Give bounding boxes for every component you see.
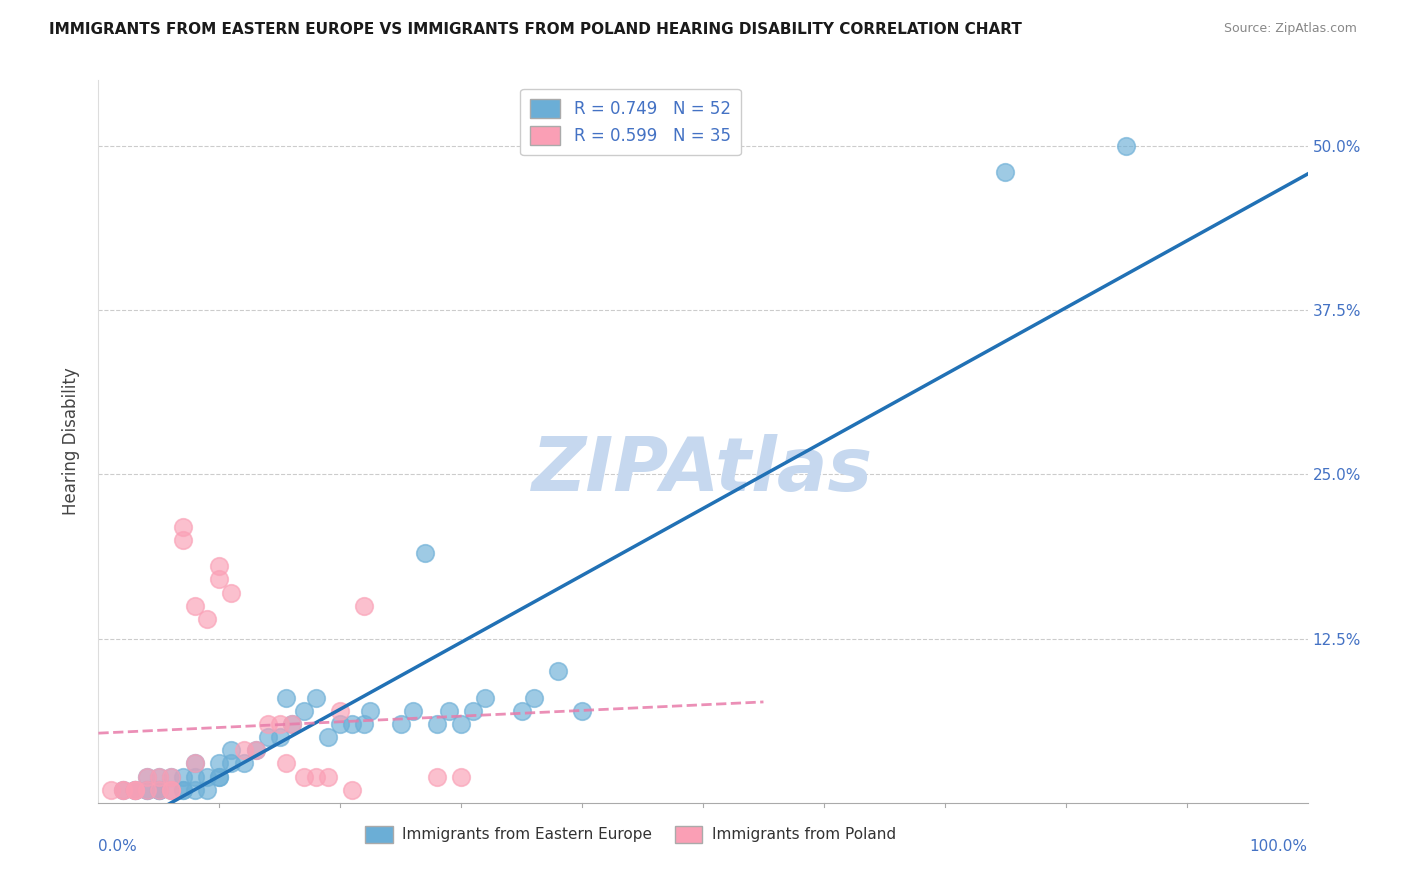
Point — [148, 770, 170, 784]
Point — [221, 585, 243, 599]
Point — [413, 546, 436, 560]
Point — [184, 756, 207, 771]
Point — [148, 782, 170, 797]
Point — [342, 717, 364, 731]
Point — [111, 782, 134, 797]
Point — [256, 717, 278, 731]
Point — [292, 704, 315, 718]
Point — [124, 782, 146, 797]
Point — [148, 770, 170, 784]
Point — [184, 756, 207, 771]
Point — [184, 782, 207, 797]
Point — [221, 756, 243, 771]
Point — [450, 770, 472, 784]
Point — [148, 782, 170, 797]
Text: 0.0%: 0.0% — [98, 838, 138, 854]
Y-axis label: Hearing Disability: Hearing Disability — [62, 368, 80, 516]
Point — [360, 704, 382, 718]
Point — [184, 770, 207, 784]
Point — [994, 165, 1017, 179]
Point — [389, 717, 412, 731]
Legend: Immigrants from Eastern Europe, Immigrants from Poland: Immigrants from Eastern Europe, Immigran… — [359, 820, 901, 849]
Point — [281, 717, 304, 731]
Point — [342, 782, 364, 797]
Point — [426, 717, 449, 731]
Point — [510, 704, 533, 718]
Point — [148, 782, 170, 797]
Point — [316, 730, 339, 744]
Point — [305, 770, 328, 784]
Point — [184, 599, 207, 613]
Point — [281, 717, 304, 731]
Point — [135, 782, 157, 797]
Point — [195, 612, 218, 626]
Point — [124, 782, 146, 797]
Point — [1115, 139, 1137, 153]
Point — [463, 704, 485, 718]
Point — [135, 782, 157, 797]
Point — [208, 770, 231, 784]
Point — [523, 690, 546, 705]
Point — [571, 704, 593, 718]
Point — [172, 520, 194, 534]
Point — [160, 782, 183, 797]
Point — [124, 782, 146, 797]
Point — [221, 743, 243, 757]
Text: ZIPAtlas: ZIPAtlas — [533, 434, 873, 507]
Point — [305, 690, 328, 705]
Point — [353, 599, 375, 613]
Point — [292, 770, 315, 784]
Point — [172, 770, 194, 784]
Point — [329, 704, 352, 718]
Point — [160, 770, 183, 784]
Point — [111, 782, 134, 797]
Point — [160, 782, 183, 797]
Point — [124, 782, 146, 797]
Point — [426, 770, 449, 784]
Point — [100, 782, 122, 797]
Point — [474, 690, 496, 705]
Point — [135, 770, 157, 784]
Point — [450, 717, 472, 731]
Text: Source: ZipAtlas.com: Source: ZipAtlas.com — [1223, 22, 1357, 36]
Point — [124, 782, 146, 797]
Point — [232, 743, 254, 757]
Point — [402, 704, 425, 718]
Point — [135, 782, 157, 797]
Point — [208, 559, 231, 574]
Point — [160, 782, 183, 797]
Point — [160, 770, 183, 784]
Point — [195, 782, 218, 797]
Point — [245, 743, 267, 757]
Point — [172, 782, 194, 797]
Point — [208, 770, 231, 784]
Text: 100.0%: 100.0% — [1250, 838, 1308, 854]
Point — [269, 717, 291, 731]
Point — [353, 717, 375, 731]
Point — [111, 782, 134, 797]
Point — [547, 665, 569, 679]
Point — [135, 770, 157, 784]
Point — [274, 690, 297, 705]
Point — [437, 704, 460, 718]
Point — [329, 717, 352, 731]
Point — [274, 756, 297, 771]
Point — [269, 730, 291, 744]
Text: IMMIGRANTS FROM EASTERN EUROPE VS IMMIGRANTS FROM POLAND HEARING DISABILITY CORR: IMMIGRANTS FROM EASTERN EUROPE VS IMMIGR… — [49, 22, 1022, 37]
Point — [172, 533, 194, 547]
Point — [232, 756, 254, 771]
Point — [148, 782, 170, 797]
Point — [195, 770, 218, 784]
Point — [245, 743, 267, 757]
Point — [208, 573, 231, 587]
Point — [208, 756, 231, 771]
Point — [172, 782, 194, 797]
Point — [256, 730, 278, 744]
Point — [316, 770, 339, 784]
